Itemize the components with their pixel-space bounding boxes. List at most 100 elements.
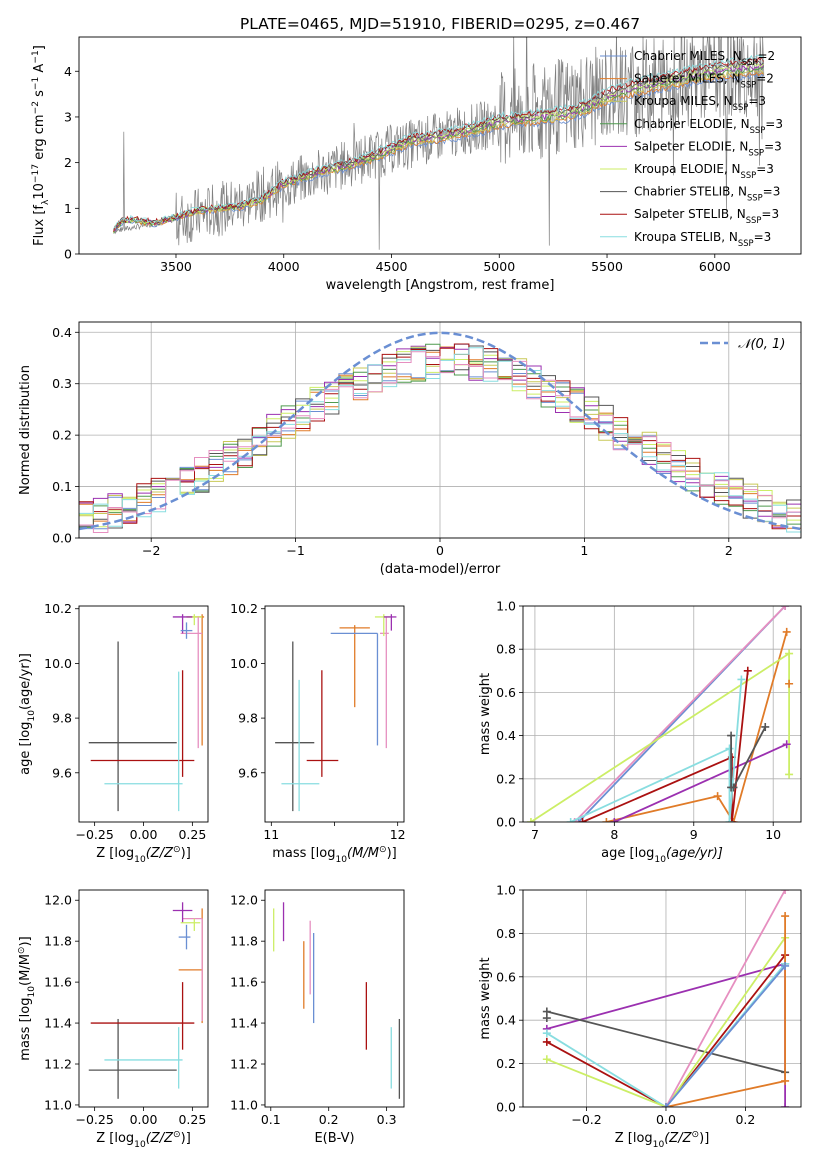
histogram-pink (79, 351, 801, 533)
plot-area (523, 606, 801, 822)
plot-area (113, 37, 765, 250)
x-axis-label: Z [log10(Z/Z⊙)] (96, 1130, 191, 1150)
y-tick-label: 0.6 (496, 969, 516, 984)
y-axis-label: mass weight (478, 957, 493, 1039)
weight-marker (761, 722, 770, 731)
x-axis-label: wavelength [Angstrom, rest frame] (326, 278, 555, 293)
weight-marker (542, 1029, 551, 1038)
chart-residuals: −2 −1 0 1 2 0.0 0.1 0.2 0.3 0.4 (data-model)/error… (18, 321, 802, 577)
axes-frame (522, 605, 802, 823)
axes-frame (78, 321, 802, 539)
y-tick-label: 11.4 (230, 1016, 258, 1031)
y-tick-label: 0.0 (496, 815, 516, 830)
y-tick-label: 0.8 (496, 642, 516, 657)
plot-area (79, 322, 801, 538)
weight-line-salpeter-miles (606, 631, 788, 822)
y-tick-label: 0.0 (496, 1100, 516, 1115)
weight-marker (782, 627, 791, 636)
x-tick-label: 0.00 (130, 1112, 158, 1127)
x-tick-label: −0.25 (75, 827, 113, 842)
weight-marker (526, 818, 535, 822)
x-tick-label: 4500 (376, 259, 408, 274)
y-tick-label: 0.2 (496, 771, 516, 786)
x-axis-label: E(B-V) (314, 1131, 354, 1146)
y-tick-label: 11.0 (44, 1097, 72, 1112)
weight-marker (602, 818, 611, 822)
x-tick-label: 0.25 (178, 1112, 206, 1127)
y-tick-label: 0.2 (496, 1056, 516, 1071)
y-tick-label: 10.0 (44, 656, 72, 671)
x-tick-label: 7 (531, 827, 539, 842)
chart-weight-vs-Z: −0.2 0.0 0.2 0.0 0.2 0.4 0.6 0.8 1.0 Z [log10(Z/Z… (478, 883, 802, 1150)
y-axis-label: mass [log10(M/M⊙)] (17, 936, 37, 1060)
y-tick-label: 9.8 (238, 711, 258, 726)
chart-spectrum: 3500 4000 4500 5000 5500 6000 0 1 2 3 4 wavelength … (31, 36, 802, 293)
weight-marker (725, 744, 734, 753)
legend-label: Kroupa MILES, NSSP=3 (634, 94, 766, 112)
x-tick-label: −2 (142, 543, 160, 558)
chart-weight-vs-age: 7 8 9 10 0.0 0.2 0.4 0.6 0.8 1.0 age [log10(age/yr… (478, 599, 802, 865)
weight-line-salpeter-stelib (546, 954, 786, 1107)
weight-marker (542, 1037, 551, 1046)
model-line-salpeter-stelib (113, 56, 764, 232)
axes-frame (264, 605, 405, 823)
weight-marker (713, 792, 722, 801)
x-tick-label: 5500 (591, 259, 623, 274)
legend-label: 𝒩(0, 1) (738, 337, 785, 352)
x-tick-label: 0.3 (377, 1112, 397, 1127)
y-tick-label: 12.0 (44, 893, 72, 908)
legend-label: Salpeter STELIB, NSSP=3 (634, 207, 779, 225)
y-tick-label: 11.2 (44, 1057, 72, 1072)
x-tick-label: 11 (263, 827, 279, 842)
y-tick-label: 0.2 (52, 428, 72, 443)
weight-marker (781, 890, 790, 894)
y-axis-label: age [log10(age/yr)] (18, 653, 37, 775)
y-tick-label: 11.4 (44, 1016, 72, 1031)
y-tick-label: 1 (64, 201, 72, 216)
weight-marker (566, 818, 575, 822)
y-tick-label: 0.4 (52, 325, 72, 340)
x-tick-label: 0.2 (319, 1112, 339, 1127)
plot-area (273, 902, 401, 1099)
weight-marker (725, 818, 734, 822)
x-tick-label: 9 (690, 827, 698, 842)
x-tick-label: 2 (725, 543, 733, 558)
chart-mass-vs-EBV: 0.1 0.2 0.3 11.0 11.2 11.4 11.6 11.8 12.0 E(B-V) (230, 889, 405, 1146)
y-tick-label: 9.6 (52, 765, 72, 780)
legend-label: Kroupa ELODIE, NSSP=3 (634, 162, 774, 180)
x-tick-label: 0.1 (261, 1112, 281, 1127)
x-axis-label: mass [log10(M/M⊙)] (272, 845, 396, 865)
y-tick-label: 2 (64, 155, 72, 170)
x-tick-label: 12 (390, 827, 406, 842)
y-tick-label: 11.0 (230, 1097, 258, 1112)
x-tick-label: 0.2 (735, 1112, 755, 1127)
chart-age-vs-Z: −0.25 0.00 0.25 9.6 9.8 10.0 10.2 Z [log10(Z/Z⊙… (18, 601, 209, 865)
x-tick-label: 3500 (160, 259, 192, 274)
x-tick-label: 0.00 (130, 827, 158, 842)
y-tick-label: 11.8 (44, 934, 72, 949)
weight-marker (781, 961, 790, 970)
y-tick-label: 11.6 (44, 975, 72, 990)
y-tick-label: 4 (64, 64, 72, 79)
weight-marker (542, 1055, 551, 1064)
x-axis-label: Z [log10(Z/Z⊙)] (615, 1130, 710, 1150)
y-tick-label: 0.8 (496, 926, 516, 941)
plot-area (88, 902, 203, 1099)
x-tick-label: 4000 (268, 259, 300, 274)
x-tick-label: 5000 (483, 259, 515, 274)
y-tick-label: 11.6 (230, 975, 258, 990)
weight-marker (743, 666, 752, 675)
legend-label: Salpeter ELODIE, NSSP=3 (634, 139, 782, 157)
axes-frame (78, 36, 802, 255)
y-tick-label: 11.8 (230, 934, 258, 949)
x-axis-label: Z [log10(Z/Z⊙)] (96, 845, 191, 865)
weight-marker (781, 1076, 790, 1085)
weight-marker (729, 818, 738, 822)
model-line-kroupa-stelib (113, 54, 764, 229)
weight-marker (781, 912, 790, 921)
legend-label: Chabrier STELIB, NSSP=3 (634, 185, 780, 203)
x-axis-label: (data-model)/error (380, 562, 501, 577)
axes-frame (264, 889, 405, 1108)
chart-mass-vs-Z: −0.25 0.00 0.25 11.0 11.2 11.4 11.6 11.8 12.0 Z [… (17, 889, 209, 1150)
